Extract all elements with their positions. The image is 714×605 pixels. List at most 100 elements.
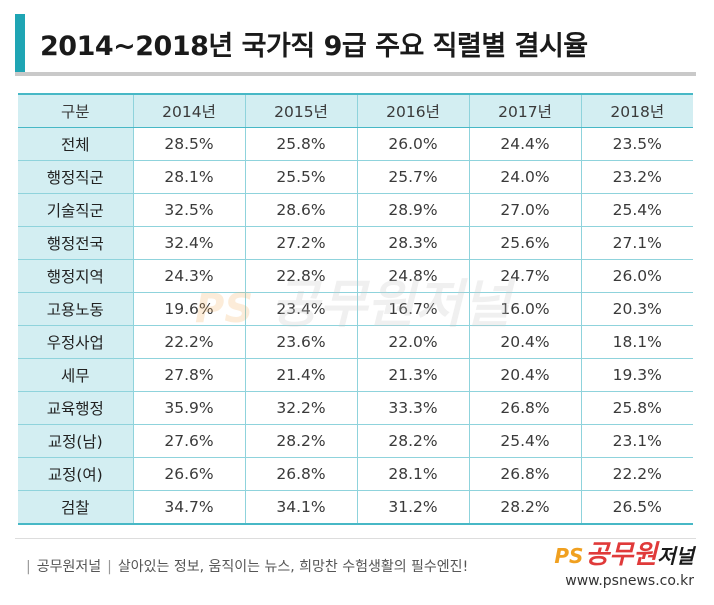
footer-tagline: | 공무원저널 | 살아있는 정보, 움직이는 뉴스, 희망찬 수험생활의 필수엔진! bbox=[20, 556, 468, 576]
table-row: 기술직군 32.5% 28.6% 28.9% 27.0% 25.4% bbox=[18, 193, 693, 227]
table-cell: 28.6% bbox=[244, 193, 357, 227]
row-label: 우정사업 bbox=[18, 325, 133, 359]
logo-name-sub: 저널 bbox=[657, 544, 694, 568]
table-cell: 23.2% bbox=[580, 160, 693, 194]
table-cell: 26.6% bbox=[132, 457, 245, 491]
table-cell: 23.4% bbox=[244, 292, 357, 326]
table-body: 전체 28.5% 25.8% 26.0% 24.4% 23.5% 행정직군 28.1% 25.5… bbox=[18, 127, 693, 525]
header-2017: 2017년 bbox=[468, 94, 581, 128]
header-2015: 2015년 bbox=[244, 94, 357, 128]
table-cell: 24.7% bbox=[468, 259, 581, 293]
title-accent-bar bbox=[15, 14, 25, 72]
table-cell: 28.1% bbox=[356, 457, 469, 491]
table-cell: 20.4% bbox=[468, 358, 581, 392]
row-label: 고용노동 bbox=[18, 292, 133, 326]
header-2018: 2018년 bbox=[580, 94, 693, 128]
footer-separator: | bbox=[107, 559, 112, 575]
row-label: 기술직군 bbox=[18, 193, 133, 227]
table-row: 행정직군 28.1% 25.5% 25.7% 24.0% 23.2% bbox=[18, 160, 693, 194]
table-cell: 35.9% bbox=[132, 391, 245, 425]
footer-brand: 공무원저널 bbox=[36, 559, 102, 575]
footer-divider bbox=[15, 538, 696, 539]
table-cell: 22.0% bbox=[356, 325, 469, 359]
table-cell: 16.0% bbox=[468, 292, 581, 326]
table-cell: 32.5% bbox=[132, 193, 245, 227]
row-label: 교정(남) bbox=[18, 424, 133, 458]
table-cell: 27.2% bbox=[244, 226, 357, 260]
header-2016: 2016년 bbox=[356, 94, 469, 128]
header-2014: 2014년 bbox=[132, 94, 245, 128]
row-label: 교정(여) bbox=[18, 457, 133, 491]
table-cell: 24.4% bbox=[468, 127, 581, 161]
row-label: 행정직군 bbox=[18, 160, 133, 194]
table-cell: 24.8% bbox=[356, 259, 469, 293]
absence-rate-table-container: 구분 2014년 2015년 2016년 2017년 2018년 전체 28.5%… bbox=[18, 93, 693, 525]
row-label: 행정지역 bbox=[18, 259, 133, 293]
table-row: 우정사업 22.2% 23.6% 22.0% 20.4% 18.1% bbox=[18, 325, 693, 359]
table-cell: 18.1% bbox=[580, 325, 693, 359]
table-cell: 26.5% bbox=[580, 490, 693, 525]
table-cell: 26.8% bbox=[468, 391, 581, 425]
table-row: 교육행정 35.9% 32.2% 33.3% 26.8% 25.8% bbox=[18, 391, 693, 425]
table-cell: 25.8% bbox=[580, 391, 693, 425]
table-row: 교정(여) 26.6% 26.8% 28.1% 26.8% 22.2% bbox=[18, 457, 693, 491]
table-cell: 25.5% bbox=[244, 160, 357, 194]
table-cell: 27.1% bbox=[580, 226, 693, 260]
logo-ps: PS bbox=[554, 544, 584, 568]
table-cell: 25.4% bbox=[468, 424, 581, 458]
table-cell: 25.7% bbox=[356, 160, 469, 194]
row-label: 행정전국 bbox=[18, 226, 133, 260]
absence-rate-table: 구분 2014년 2015년 2016년 2017년 2018년 전체 28.5%… bbox=[18, 93, 693, 525]
logo-url: www.psnews.co.kr bbox=[565, 573, 694, 589]
table-cell: 31.2% bbox=[356, 490, 469, 525]
row-label: 세무 bbox=[18, 358, 133, 392]
table-cell: 34.1% bbox=[244, 490, 357, 525]
table-cell: 27.0% bbox=[468, 193, 581, 227]
table-cell: 25.6% bbox=[468, 226, 581, 260]
row-label: 검찰 bbox=[18, 490, 133, 525]
table-row: 고용노동 19.6% 23.4% 16.7% 16.0% 20.3% bbox=[18, 292, 693, 326]
table-cell: 28.3% bbox=[356, 226, 469, 260]
header-category: 구분 bbox=[18, 94, 133, 128]
table-cell: 26.0% bbox=[356, 127, 469, 161]
row-label: 전체 bbox=[18, 127, 133, 161]
table-cell: 21.4% bbox=[244, 358, 357, 392]
table-cell: 28.9% bbox=[356, 193, 469, 227]
table-cell: 20.3% bbox=[580, 292, 693, 326]
table-cell: 26.0% bbox=[580, 259, 693, 293]
table-cell: 33.3% bbox=[356, 391, 469, 425]
table-cell: 25.8% bbox=[244, 127, 357, 161]
table-cell: 23.5% bbox=[580, 127, 693, 161]
table-cell: 28.5% bbox=[132, 127, 245, 161]
table-cell: 22.8% bbox=[244, 259, 357, 293]
footer-slogan: 살아있는 정보, 움직이는 뉴스, 희망찬 수험생활의 필수엔진! bbox=[117, 559, 469, 575]
table-cell: 32.2% bbox=[244, 391, 357, 425]
table-cell: 25.4% bbox=[580, 193, 693, 227]
table-cell: 19.3% bbox=[580, 358, 693, 392]
table-cell: 28.2% bbox=[244, 424, 357, 458]
table-cell: 23.1% bbox=[580, 424, 693, 458]
table-row: 행정전국 32.4% 27.2% 28.3% 25.6% 27.1% bbox=[18, 226, 693, 260]
table-cell: 26.8% bbox=[468, 457, 581, 491]
table-cell: 23.6% bbox=[244, 325, 357, 359]
logo-name-main: 공무원 bbox=[585, 540, 658, 570]
table-cell: 24.0% bbox=[468, 160, 581, 194]
table-row: 검찰 34.7% 34.1% 31.2% 28.2% 26.5% bbox=[18, 490, 693, 525]
table-cell: 24.3% bbox=[132, 259, 245, 293]
table-cell: 27.6% bbox=[132, 424, 245, 458]
table-row: 전체 28.5% 25.8% 26.0% 24.4% 23.5% bbox=[18, 127, 693, 161]
table-cell: 32.4% bbox=[132, 226, 245, 260]
table-cell: 28.1% bbox=[132, 160, 245, 194]
table-header-row: 구분 2014년 2015년 2016년 2017년 2018년 bbox=[18, 94, 693, 128]
table-row: 교정(남) 27.6% 28.2% 28.2% 25.4% 23.1% bbox=[18, 424, 693, 458]
table-row: 행정지역 24.3% 22.8% 24.8% 24.7% 26.0% bbox=[18, 259, 693, 293]
table-cell: 27.8% bbox=[132, 358, 245, 392]
table-cell: 22.2% bbox=[132, 325, 245, 359]
footer-separator: | bbox=[26, 559, 31, 575]
table-cell: 22.2% bbox=[580, 457, 693, 491]
table-cell: 19.6% bbox=[132, 292, 245, 326]
row-label: 교육행정 bbox=[18, 391, 133, 425]
table-row: 세무 27.8% 21.4% 21.3% 20.4% 19.3% bbox=[18, 358, 693, 392]
table-cell: 16.7% bbox=[356, 292, 469, 326]
table-cell: 26.8% bbox=[244, 457, 357, 491]
